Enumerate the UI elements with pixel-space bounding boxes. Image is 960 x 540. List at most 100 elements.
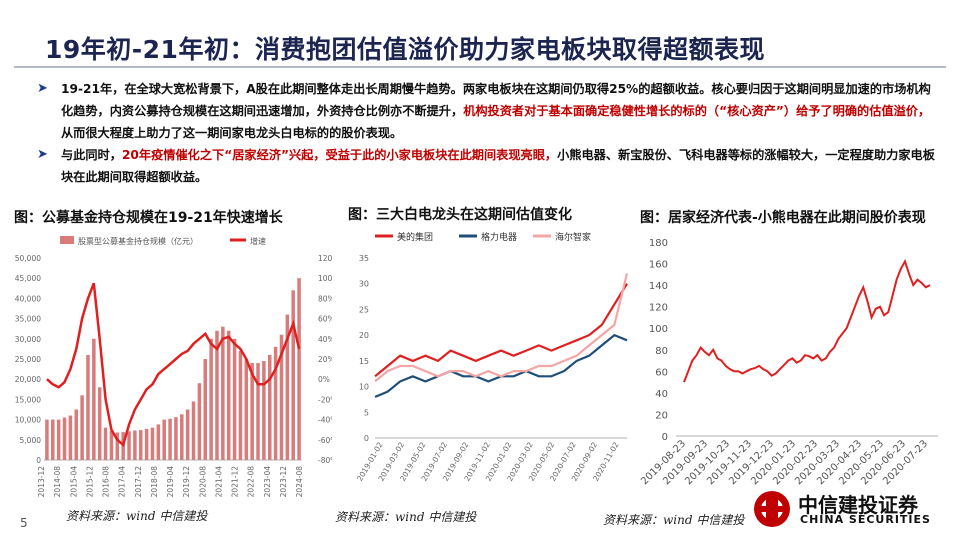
right-tick-label: -60% [318,436,332,445]
x-tick-label: 2019-12 [182,466,191,498]
bar [291,290,295,460]
bar [51,419,55,460]
bar [168,418,172,460]
x-tick-label: 2016-08 [102,466,111,498]
bar [80,395,84,460]
chart-1-title: 图：公募基金持仓规模在19-21年快速增长 [14,210,283,226]
series-line [374,283,628,378]
fund-holdings-chart: 股票型公募基金持仓规模（亿元） 增速 50,000 45,000 40,000 35,00… [15,236,332,498]
y-tick-label: 180 [649,238,668,249]
left-tick-label: 25,000 [15,355,41,364]
price-line [683,258,931,383]
arrow-bullet-icon: ➤ [37,147,48,162]
y-tick-label: 20 [359,331,369,340]
bar [250,363,254,460]
left-tick-label: 30,000 [15,335,41,344]
bar [156,424,161,460]
bar [232,338,237,460]
bar [86,354,90,460]
x-tick-label: 2023-12 [279,466,288,498]
chart-3-title: 图：居家经济代表-小熊电器在此期间股价表现 [640,210,926,226]
y-tick-label: 0 [364,434,369,443]
bar [244,359,249,460]
source-note-3: 资料来源：wind 中信建投 [603,513,745,527]
bar [262,361,266,460]
y-tick-label: 120 [649,303,668,314]
right-tick-label: 40% [318,335,332,344]
right-tick-label: 100% [318,274,332,283]
bar [221,326,225,460]
left-tick-label: 5,000 [20,436,42,445]
x-tick-label: 2017-12 [134,466,143,498]
bar [185,409,190,460]
bullet-1: ➤ 19-21年，在全球大宽松背景下，A股在此期间整体走出长周期慢牛趋势。两家电… [37,78,937,144]
bar [74,409,79,460]
y-tick-label: 5 [364,408,369,417]
bar [285,314,290,460]
bar [209,338,213,460]
x-tick-label: 2022-08 [247,466,256,498]
right-tick-label: -80% [318,456,332,465]
bar [191,401,196,460]
right-tick-label: -40% [318,416,332,425]
legend-line-label: 增速 [250,236,266,246]
y-tick-label: 20 [655,410,668,421]
x-tick-label: 2013-12 [37,466,46,498]
arrow-bullet-icon: ➤ [37,81,48,96]
bar [238,350,243,460]
y-tick-label: 140 [649,281,668,292]
right-tick-label: 0% [318,375,330,384]
left-tick-label: 35,000 [15,315,41,324]
bar [297,278,301,460]
right-tick-label: 20% [318,355,332,364]
source-note-1: 资料来源：wind 中信建投 [66,509,208,523]
bar [279,334,284,460]
bar [103,427,108,460]
bar [267,354,272,460]
left-tick-label: 20,000 [15,375,41,384]
slide-title: 19年初-21年初：消费抱团估值溢价助力家电板块取得超额表现 [45,35,765,64]
right-tick-label: 60% [318,315,332,324]
legend-label: 美的集团 [397,231,433,243]
y-tick-label: 35 [359,254,369,263]
bullet-1-tail: 从而很大程度上助力了这一期间家电龙头白电标的的股价表现。 [61,126,403,140]
bullet-2-tail: 小熊电器、新宝股份、飞科电器等标的涨幅较大，一定程度助力家电板块在此期间取得超额… [61,148,935,184]
y-tick-label: 25 [359,305,369,314]
y-tick-label: 60 [655,367,668,378]
y-tick-label: 0 [662,432,668,443]
y-tick-label: 100 [649,324,668,335]
x-tick-label: 2015-12 [85,466,94,498]
bar [174,417,178,460]
logo-en: CHINA SECURITIES [800,513,931,526]
right-tick-label: -20% [318,395,332,404]
y-tick-label: 40 [655,389,668,400]
right-tick-label: 120% [318,254,332,263]
bullet-1-text: 19-21年，在全球大宽松背景下，A股在此期间整体走出长周期慢牛趋势。两家电板块… [61,82,931,118]
left-tick-label: 15,000 [15,395,41,404]
x-tick-label: 2021-04 [214,466,223,498]
x-tick-label: 2024-08 [295,466,304,498]
chart-2-title: 图：三大白电龙头在这期间估值变化 [348,207,572,223]
bar [68,415,73,460]
y-tick-label: 160 [649,260,668,271]
bar [45,419,49,460]
bar [97,387,102,460]
bar [197,383,202,460]
logo-emblem-icon [754,491,790,527]
x-tick-label: 2017-04 [118,466,127,498]
x-tick-label: 2018-08 [150,466,159,498]
left-tick-label: 0 [36,456,41,465]
bar [273,346,278,460]
bar [127,431,131,460]
logo-cn: 中信建投证券 [798,493,918,517]
page-number: 5 [20,516,28,530]
bullet-list: ➤ 19-21年，在全球大宽松背景下，A股在此期间整体走出长周期慢牛趋势。两家电… [37,78,937,188]
bullet-1-highlight: 机构投资者对于基本面确定稳健性增长的标的（“核心资产”）给予了明确的估值溢价， [463,104,931,118]
bullet-2-text: 与此同时， [61,148,122,162]
x-tick-label: 2014-08 [53,466,62,498]
bar [133,430,137,460]
series-line [374,273,629,383]
bar [62,417,67,460]
bar [109,430,114,460]
x-tick-label: 2015-04 [69,466,78,498]
